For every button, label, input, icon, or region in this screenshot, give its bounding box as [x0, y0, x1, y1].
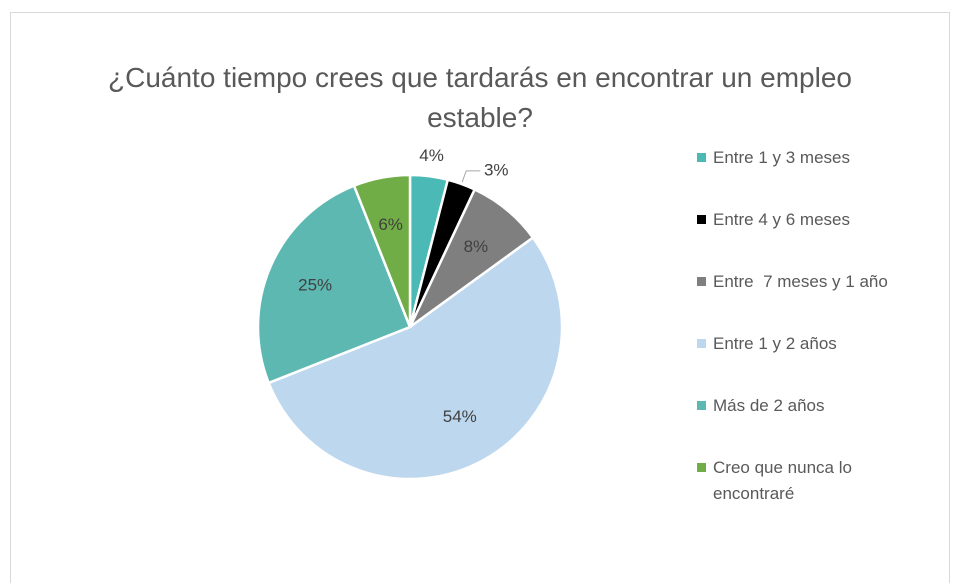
legend-label: Entre 1 y 3 meses — [713, 148, 851, 167]
data-label: 4% — [419, 146, 444, 165]
data-label: 8% — [464, 237, 489, 256]
legend-label: Entre 7 meses y 1 año — [713, 272, 888, 291]
pie-slice — [256, 184, 412, 385]
data-label: 3% — [484, 160, 509, 179]
legend-swatch — [697, 463, 706, 472]
chart-frame — [10, 12, 950, 583]
legend-item: Creo que nunca lo encontraré — [697, 455, 903, 507]
legend-swatch — [697, 401, 706, 410]
legend-item: Entre 4 y 6 meses — [697, 207, 903, 233]
legend-swatch — [697, 339, 706, 348]
data-label: 54% — [443, 407, 477, 426]
legend-swatch — [697, 215, 706, 224]
legend-item: Más de 2 años — [697, 393, 903, 419]
legend-label: Entre 1 y 2 años — [713, 334, 837, 353]
data-label: 6% — [378, 215, 403, 234]
legend-swatch — [697, 153, 706, 162]
chart-title: ¿Cuánto tiempo crees que tardarás en enc… — [108, 62, 852, 133]
pie-slice — [352, 173, 412, 328]
legend-label: Creo que nunca lo encontraré — [713, 458, 857, 503]
data-label: 25% — [298, 275, 332, 294]
legend-item: Entre 7 meses y 1 año — [697, 269, 903, 295]
pie-slice — [267, 235, 564, 481]
legend-label: Más de 2 años — [713, 396, 825, 415]
legend-item: Entre 1 y 2 años — [697, 331, 903, 357]
legend-item: Entre 1 y 3 meses — [697, 145, 903, 171]
leader-line — [461, 170, 481, 183]
legend-label: Entre 4 y 6 meses — [713, 210, 851, 229]
legend-swatch — [697, 277, 706, 286]
